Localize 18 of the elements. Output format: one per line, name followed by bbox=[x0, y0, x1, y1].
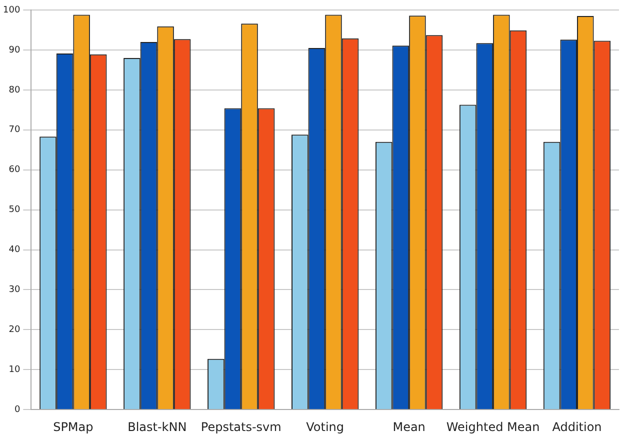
x-tick-label: SPMap bbox=[53, 420, 94, 434]
y-tick-label: 80 bbox=[8, 85, 20, 96]
x-tick-label: Voting bbox=[306, 420, 344, 434]
x-tick-label: Addition bbox=[552, 420, 602, 434]
y-tick-label: 40 bbox=[8, 245, 20, 256]
y-tick-label: 20 bbox=[8, 325, 20, 336]
y-tick-label: 70 bbox=[8, 125, 20, 136]
y-tick-label: 50 bbox=[8, 205, 20, 216]
y-tick-label: 10 bbox=[8, 364, 20, 375]
y-tick-label: 100 bbox=[2, 5, 20, 16]
y-tick-label: 0 bbox=[14, 404, 20, 415]
x-tick-label: Pepstats-svm bbox=[200, 420, 282, 434]
y-tick-label: 30 bbox=[8, 285, 20, 296]
x-tick-label: Mean bbox=[392, 420, 426, 434]
x-tick-label: Weighted Mean bbox=[446, 420, 540, 434]
y-tick-label: 60 bbox=[8, 165, 20, 176]
y-tick-label: 90 bbox=[8, 45, 20, 56]
x-tick-label: Blast-kNN bbox=[128, 420, 187, 434]
